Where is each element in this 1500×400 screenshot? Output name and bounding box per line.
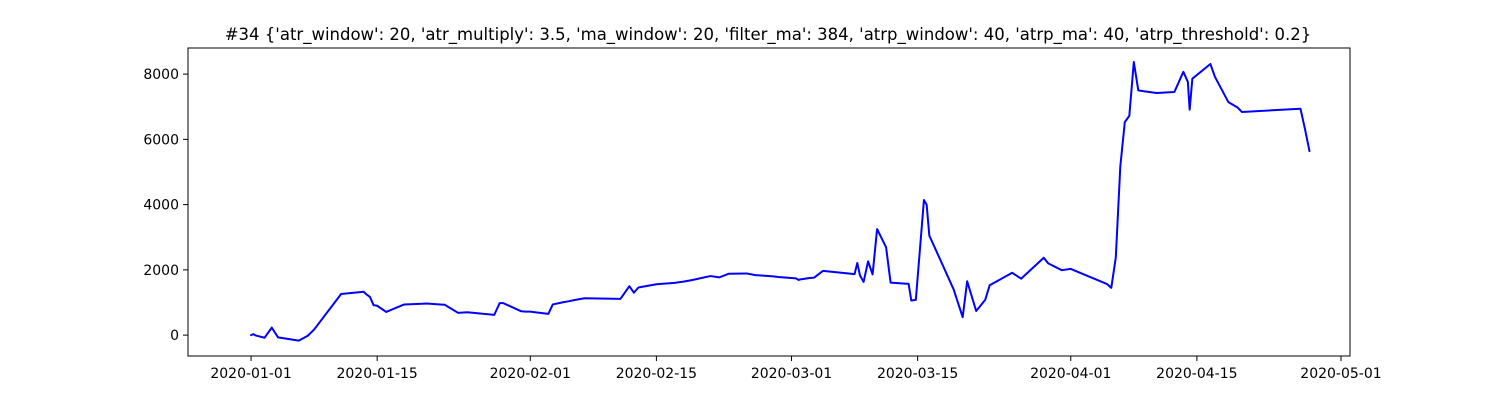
- x-tick-label: 2020-04-01: [1030, 366, 1111, 382]
- x-tick-label: 2020-01-15: [336, 366, 417, 382]
- y-axis: 0 2000 4000 6000 8000: [143, 67, 188, 344]
- y-tick-label: 6000: [143, 132, 179, 148]
- plot-area-frame: [187, 47, 1351, 357]
- y-tick-label: 0: [170, 328, 179, 344]
- x-tick-label: 2020-03-01: [751, 366, 832, 382]
- chart-title: #34 {'atr_window': 20, 'atr_multiply': 3…: [225, 25, 1312, 45]
- x-tick-label: 2020-04-15: [1156, 366, 1237, 382]
- x-tick-label: 2020-05-01: [1300, 366, 1381, 382]
- x-tick-label: 2020-01-01: [210, 366, 291, 382]
- y-tick-label: 8000: [143, 67, 179, 83]
- x-axis: 2020-01-01 2020-01-15 2020-02-01 2020-02-15…: [210, 356, 1382, 382]
- x-tick-label: 2020-03-15: [877, 366, 958, 382]
- x-tick-label: 2020-02-15: [616, 366, 697, 382]
- series-line-equity: [250, 61, 1311, 342]
- y-tick-label: 4000: [143, 198, 179, 214]
- x-tick-label: 2020-02-01: [490, 366, 571, 382]
- y-tick-label: 2000: [143, 263, 179, 279]
